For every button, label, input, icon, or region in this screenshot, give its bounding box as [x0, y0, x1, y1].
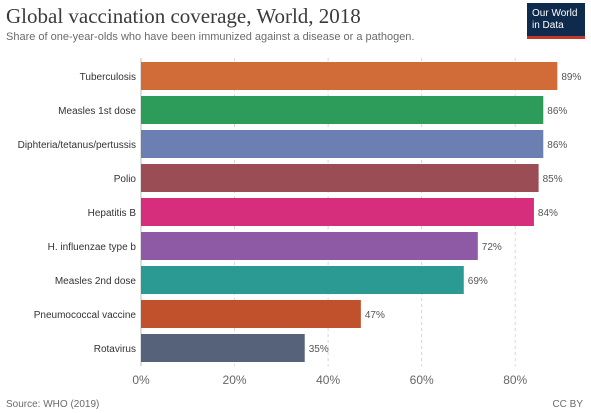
x-tick-label: 0% — [132, 373, 150, 387]
value-label: 85% — [543, 174, 563, 185]
category-label: Hepatitis B — [88, 208, 137, 219]
logo-line-2: in Data — [532, 20, 564, 31]
category-label: Measles 2nd dose — [55, 276, 137, 287]
bar — [141, 130, 544, 158]
category-label: Pneumococcal vaccine — [34, 310, 137, 321]
bar — [141, 334, 305, 362]
x-tick-label: 20% — [223, 373, 247, 387]
bar — [141, 198, 534, 226]
bar — [141, 62, 558, 90]
bar — [141, 164, 539, 192]
value-label: 84% — [538, 208, 558, 219]
bar — [141, 232, 478, 260]
logo-line-1: Our World — [532, 8, 578, 19]
value-label: 47% — [365, 310, 385, 321]
category-label: Rotavirus — [94, 344, 136, 355]
license-badge[interactable]: CC BY — [552, 399, 583, 410]
category-label: Measles 1st dose — [58, 106, 136, 117]
value-label: 86% — [547, 140, 567, 151]
chart-subtitle: Share of one-year-olds who have been imm… — [6, 31, 415, 43]
bar — [141, 266, 464, 294]
category-label: Tuberculosis — [80, 72, 136, 83]
category-label: H. influenzae type b — [48, 242, 137, 253]
x-tick-label: 60% — [410, 373, 434, 387]
value-label: 69% — [468, 276, 488, 287]
bar — [141, 300, 361, 328]
x-tick-label: 40% — [316, 373, 340, 387]
value-label: 86% — [547, 106, 567, 117]
owid-logo[interactable]: Our World in Data — [527, 3, 585, 39]
category-label: Diphteria/tetanus/pertussis — [18, 140, 136, 151]
source-note[interactable]: Source: WHO (2019) — [6, 399, 100, 410]
value-label: 72% — [482, 242, 502, 253]
bar — [141, 96, 544, 124]
value-label: 89% — [561, 72, 581, 83]
value-label: 35% — [309, 344, 329, 355]
category-label: Polio — [114, 174, 137, 185]
x-tick-label: 80% — [503, 373, 527, 387]
chart-title: Global vaccination coverage, World, 2018 — [6, 4, 361, 28]
